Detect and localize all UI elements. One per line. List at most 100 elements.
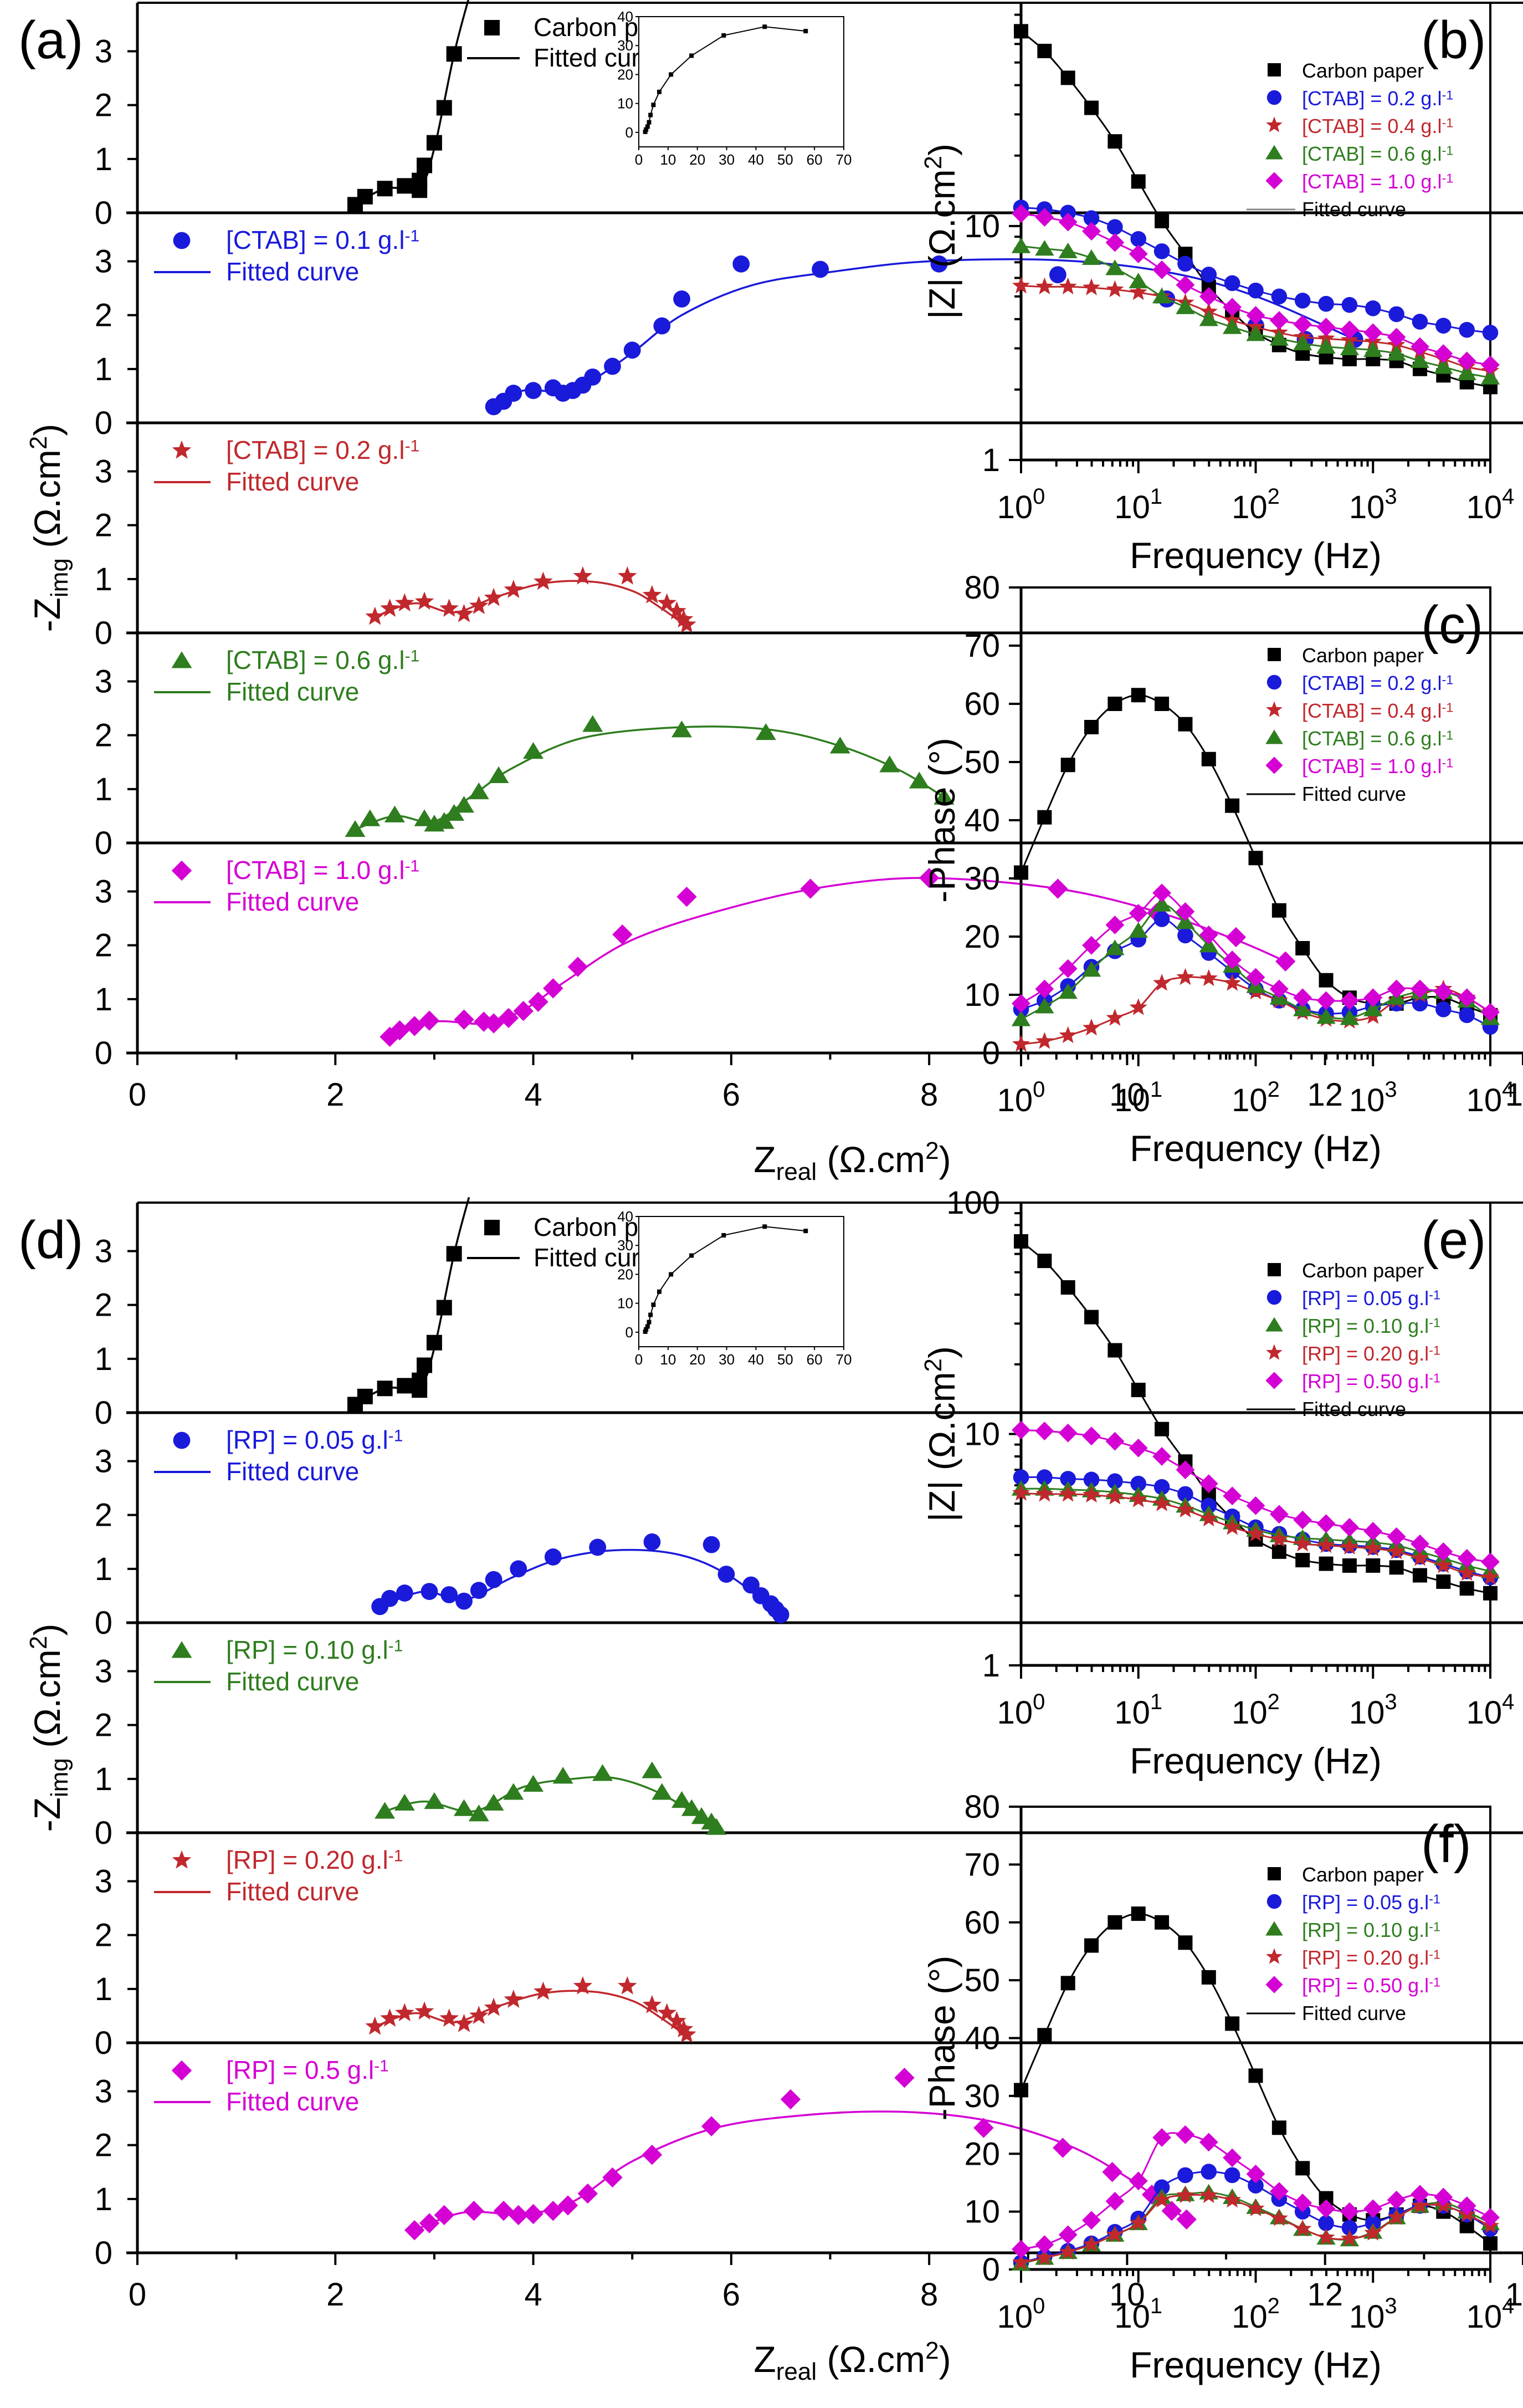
data-point [454, 1009, 474, 1030]
legend-label-superscript: -1 [405, 857, 420, 876]
legend-label: Fitted curve [1302, 783, 1406, 805]
data-point [1483, 1586, 1498, 1601]
x-tick-label: 100 [997, 1077, 1045, 1118]
data-point [1153, 243, 1170, 259]
data-point [1131, 688, 1146, 703]
data-point [1411, 2196, 1429, 2213]
panel-label: (b) [1421, 11, 1486, 70]
inset-plot: 0 10 20 30 40 50 60 70 0 10 20 30 40 [617, 1208, 852, 1368]
inset-data-point [762, 24, 767, 29]
data-point [1387, 2190, 1406, 2210]
data-point [676, 886, 697, 907]
data-point [1176, 913, 1195, 929]
y-tick-label: 60 [964, 686, 1000, 722]
y-tick-label: 2 [95, 1707, 112, 1744]
y-tick-label: 0 [95, 2235, 112, 2271]
data-point [1058, 959, 1078, 978]
data-point [1035, 277, 1054, 295]
legend-label-superscript: -1 [374, 2057, 389, 2075]
data-point [534, 571, 553, 590]
data-point [677, 2024, 696, 2043]
y-tick-label: 2 [95, 508, 112, 544]
series-4 [1012, 1420, 1500, 1572]
data-point [1317, 2228, 1335, 2246]
data-point [681, 1799, 702, 1816]
legend-marker [1266, 116, 1283, 132]
data-point [1129, 2171, 1148, 2191]
data-point [1340, 320, 1359, 340]
y-tick-label: 100 [946, 1185, 1000, 1221]
x-tick-label: 100 [997, 2294, 1045, 2335]
x-tick-label: 0 [129, 1077, 146, 1113]
y-tick-label: 1 [95, 1341, 112, 1377]
data-point [1106, 1009, 1124, 1026]
data-point [1012, 1420, 1030, 1440]
data-point [1083, 210, 1100, 227]
legend-label: [RP] = 0.10 g.l-1 [1302, 1919, 1440, 1941]
subplot-2: 0 1 2 3 [CTAB] = 0.2 g.l-1 Fitted curve [95, 436, 1523, 651]
inset-y-tick-label: 0 [625, 124, 633, 141]
data-point [504, 1990, 524, 2008]
x-tick-label: 101 [1114, 484, 1162, 525]
x-axis-title: Frequency (Hz) [1130, 1128, 1382, 1169]
inset-data-point [643, 129, 648, 134]
x-axis-title: Frequency (Hz) [1130, 1740, 1382, 1781]
data-point [1225, 798, 1240, 813]
data-point [454, 2013, 474, 2032]
data-point [657, 593, 676, 612]
inset-x-tick-label: 0 [635, 1351, 643, 1368]
y-tick-label: 0 [95, 825, 112, 861]
data-point [543, 2201, 563, 2221]
data-point [493, 2201, 514, 2221]
legend-label-main: [RP] = 0.50 g.l [1302, 1974, 1429, 1997]
legend-label: Fitted curve [1302, 198, 1406, 221]
data-point [454, 796, 475, 813]
series-3 [1012, 1484, 1500, 1585]
legend-label: [CTAB] = 0.6 g.l-1 [1302, 727, 1453, 750]
legend-label-main: [CTAB] = 1.0 g.l [1302, 755, 1442, 778]
data-point [1130, 231, 1147, 247]
legend-label-main: [CTAB] = 1.0 g.l [1302, 170, 1442, 193]
data-point [652, 1783, 673, 1800]
data-point [360, 809, 381, 826]
data-point [1275, 951, 1296, 972]
data-point [1102, 2162, 1122, 2182]
data-point [1340, 1009, 1360, 1025]
data-point [1152, 1447, 1172, 1466]
data-point [1153, 911, 1170, 927]
x-tick-label: 100 [997, 484, 1045, 525]
panel-f: 100 101 102 103 104 0 10 20 30 40 50 60 70 80 Carbon p… [921, 1789, 1514, 2385]
legend-label-main: [CTAB] = 0.6 g.l [226, 646, 405, 674]
legend-label-superscript: -1 [388, 1847, 403, 1865]
y-tick-label: 70 [964, 628, 1000, 664]
data-point [474, 1011, 494, 1032]
data-point [1059, 2242, 1077, 2260]
data-point [417, 1357, 433, 1373]
y-tick-label: 0 [982, 2252, 1000, 2288]
data-point [642, 585, 662, 604]
legend-marker [1266, 90, 1282, 105]
data-point [1482, 325, 1499, 341]
data-point [534, 1981, 553, 2000]
legend-marker [1266, 1290, 1282, 1305]
data-point [1271, 2120, 1286, 2135]
data-point [426, 135, 442, 151]
data-point [1153, 2179, 1170, 2196]
data-point [365, 606, 385, 625]
y-tick-label: 0 [95, 195, 112, 231]
legend-label: [RP] = 0.20 g.l-1 [226, 1845, 403, 1874]
legend-label: [RP] = 0.05 g.l-1 [226, 1425, 403, 1454]
data-point [592, 1764, 613, 1781]
data-point [1434, 344, 1453, 363]
inset-x-tick-label: 70 [836, 151, 852, 168]
inset-data-point [721, 1233, 726, 1238]
y-tick-label: 0 [982, 1035, 1000, 1071]
data-point [1412, 1568, 1427, 1583]
y-tick-label: 20 [964, 919, 1000, 955]
data-point [1269, 979, 1289, 999]
data-point [404, 1016, 425, 1036]
data-point [1318, 295, 1334, 312]
legend-marker [1268, 1263, 1281, 1276]
data-point [1035, 1032, 1054, 1049]
data-point [1083, 1018, 1101, 1036]
